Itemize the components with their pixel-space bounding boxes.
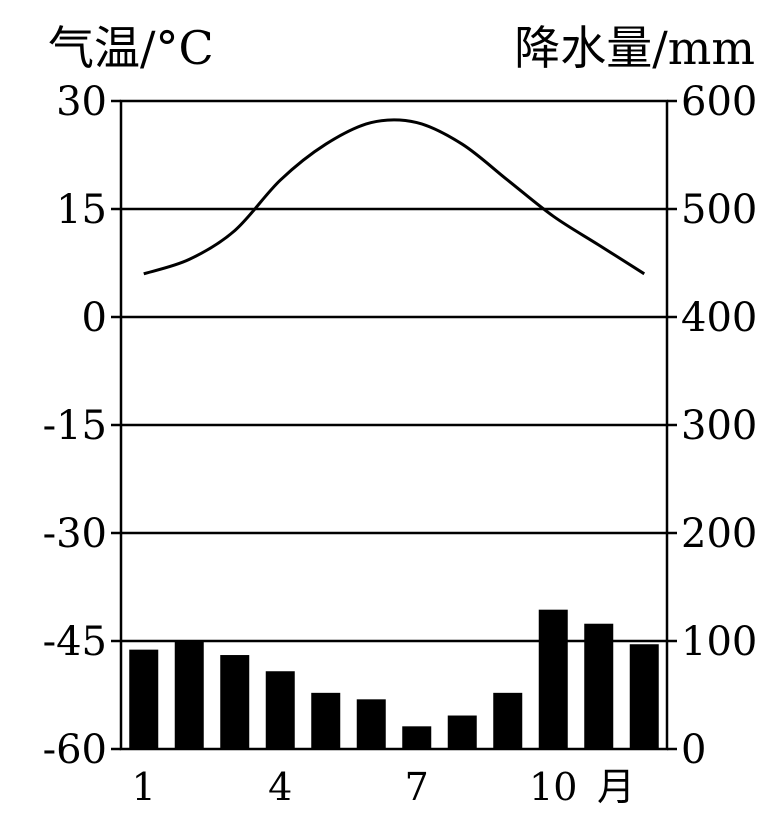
right-tick-label-6: 0	[681, 727, 706, 773]
gridlines	[121, 207, 667, 643]
right-axis-title: 降水量/mm	[514, 21, 755, 75]
right-tick-label-3: 300	[681, 403, 757, 449]
x-axis-ticks: 1 4 7 10	[132, 765, 578, 809]
x-tick-label-4: 4	[268, 765, 292, 809]
precipitation-bar-6	[356, 699, 386, 749]
right-tick-label-5: 100	[681, 619, 757, 665]
precipitation-bar-8	[447, 715, 477, 749]
right-axis-ticks: 600 500 400 300 200 100 0	[667, 79, 757, 773]
left-tick-label-1: 15	[56, 187, 107, 233]
right-tick-label-4: 200	[681, 511, 757, 557]
precipitation-bars	[129, 609, 659, 749]
precipitation-bar-2	[174, 641, 204, 749]
precipitation-bar-12	[629, 644, 659, 749]
precipitation-bar-3	[220, 655, 250, 749]
temperature-line	[143, 118, 646, 276]
temperature-series	[143, 118, 646, 276]
right-tick-label-1: 500	[681, 187, 757, 233]
left-tick-label-5: -45	[43, 619, 107, 665]
x-tick-label-10: 10	[529, 765, 577, 809]
precipitation-bar-1	[129, 649, 159, 749]
left-tick-label-3: -15	[43, 403, 107, 449]
precipitation-bar-7	[402, 726, 432, 749]
left-axis-ticks: 30 15 0 -15 -30 -45 -60	[43, 79, 121, 773]
right-tick-label-2: 400	[681, 295, 757, 341]
precipitation-bar-5	[311, 692, 341, 749]
precipitation-bar-11	[584, 623, 614, 749]
plot-frame	[119, 99, 669, 751]
left-tick-label-2: 0	[82, 295, 107, 341]
left-tick-label-0: 30	[56, 79, 107, 125]
x-tick-label-7: 7	[405, 765, 429, 809]
precipitation-bar-9	[493, 692, 523, 749]
left-tick-label-6: -60	[43, 727, 107, 773]
right-tick-label-0: 600	[681, 79, 757, 125]
precipitation-bar-10	[538, 609, 568, 749]
left-tick-label-4: -30	[43, 511, 107, 557]
x-tick-label-1: 1	[132, 765, 156, 809]
precipitation-bar-4	[265, 671, 295, 749]
x-unit-label: 月	[597, 765, 635, 809]
left-axis-title: 气温/°C	[48, 21, 214, 75]
